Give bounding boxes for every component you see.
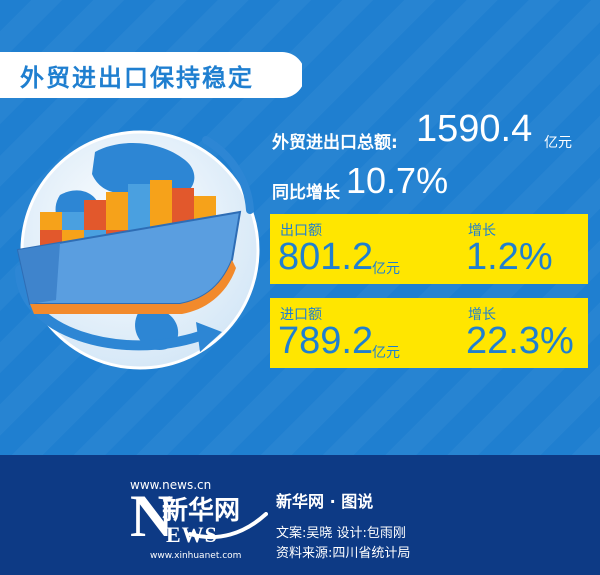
yoy-label: 同比增长	[272, 183, 340, 203]
footer-credits: 文案:吴晓 设计:包雨刚	[276, 526, 406, 541]
imports-value: 789.2	[278, 320, 374, 362]
exports-value: 801.2	[278, 236, 374, 278]
exports-growth-label: 增长	[468, 223, 496, 239]
exports-card: 出口额 增长 801.2 亿元 1.2%	[270, 214, 588, 284]
total-label: 外贸进出口总额:	[272, 133, 398, 153]
total-unit: 亿元	[544, 135, 572, 151]
ship-globe-illustration	[15, 130, 260, 370]
logo-chinese: 新华网	[162, 496, 241, 526]
imports-growth-label: 增长	[468, 307, 496, 323]
exports-growth-value: 1.2%	[466, 236, 553, 278]
total-value: 1590.4	[416, 108, 533, 150]
imports-unit: 亿元	[372, 345, 400, 361]
imports-card: 进口额 增长 789.2 亿元 22.3%	[270, 298, 588, 368]
exports-label: 出口额	[280, 223, 322, 239]
exports-unit: 亿元	[372, 261, 400, 277]
logo-letter: N	[130, 483, 174, 549]
logo-swoosh	[188, 512, 268, 539]
footer	[0, 455, 600, 575]
imports-label: 进口额	[280, 307, 322, 323]
page-title: 外贸进出口保持稳定	[20, 64, 254, 92]
footer-source: 资料来源:四川省统计局	[276, 546, 411, 561]
title-banner-shape	[0, 52, 302, 98]
imports-growth-value: 22.3%	[466, 320, 574, 362]
logo-ews: EWS	[166, 522, 218, 547]
footer-logo-url: www.xinhuanet.com	[150, 551, 242, 561]
footer-site-url: www.news.cn	[130, 478, 212, 492]
yoy-value: 10.7%	[346, 160, 449, 201]
footer-brand: 新华网 · 图说	[276, 492, 374, 511]
